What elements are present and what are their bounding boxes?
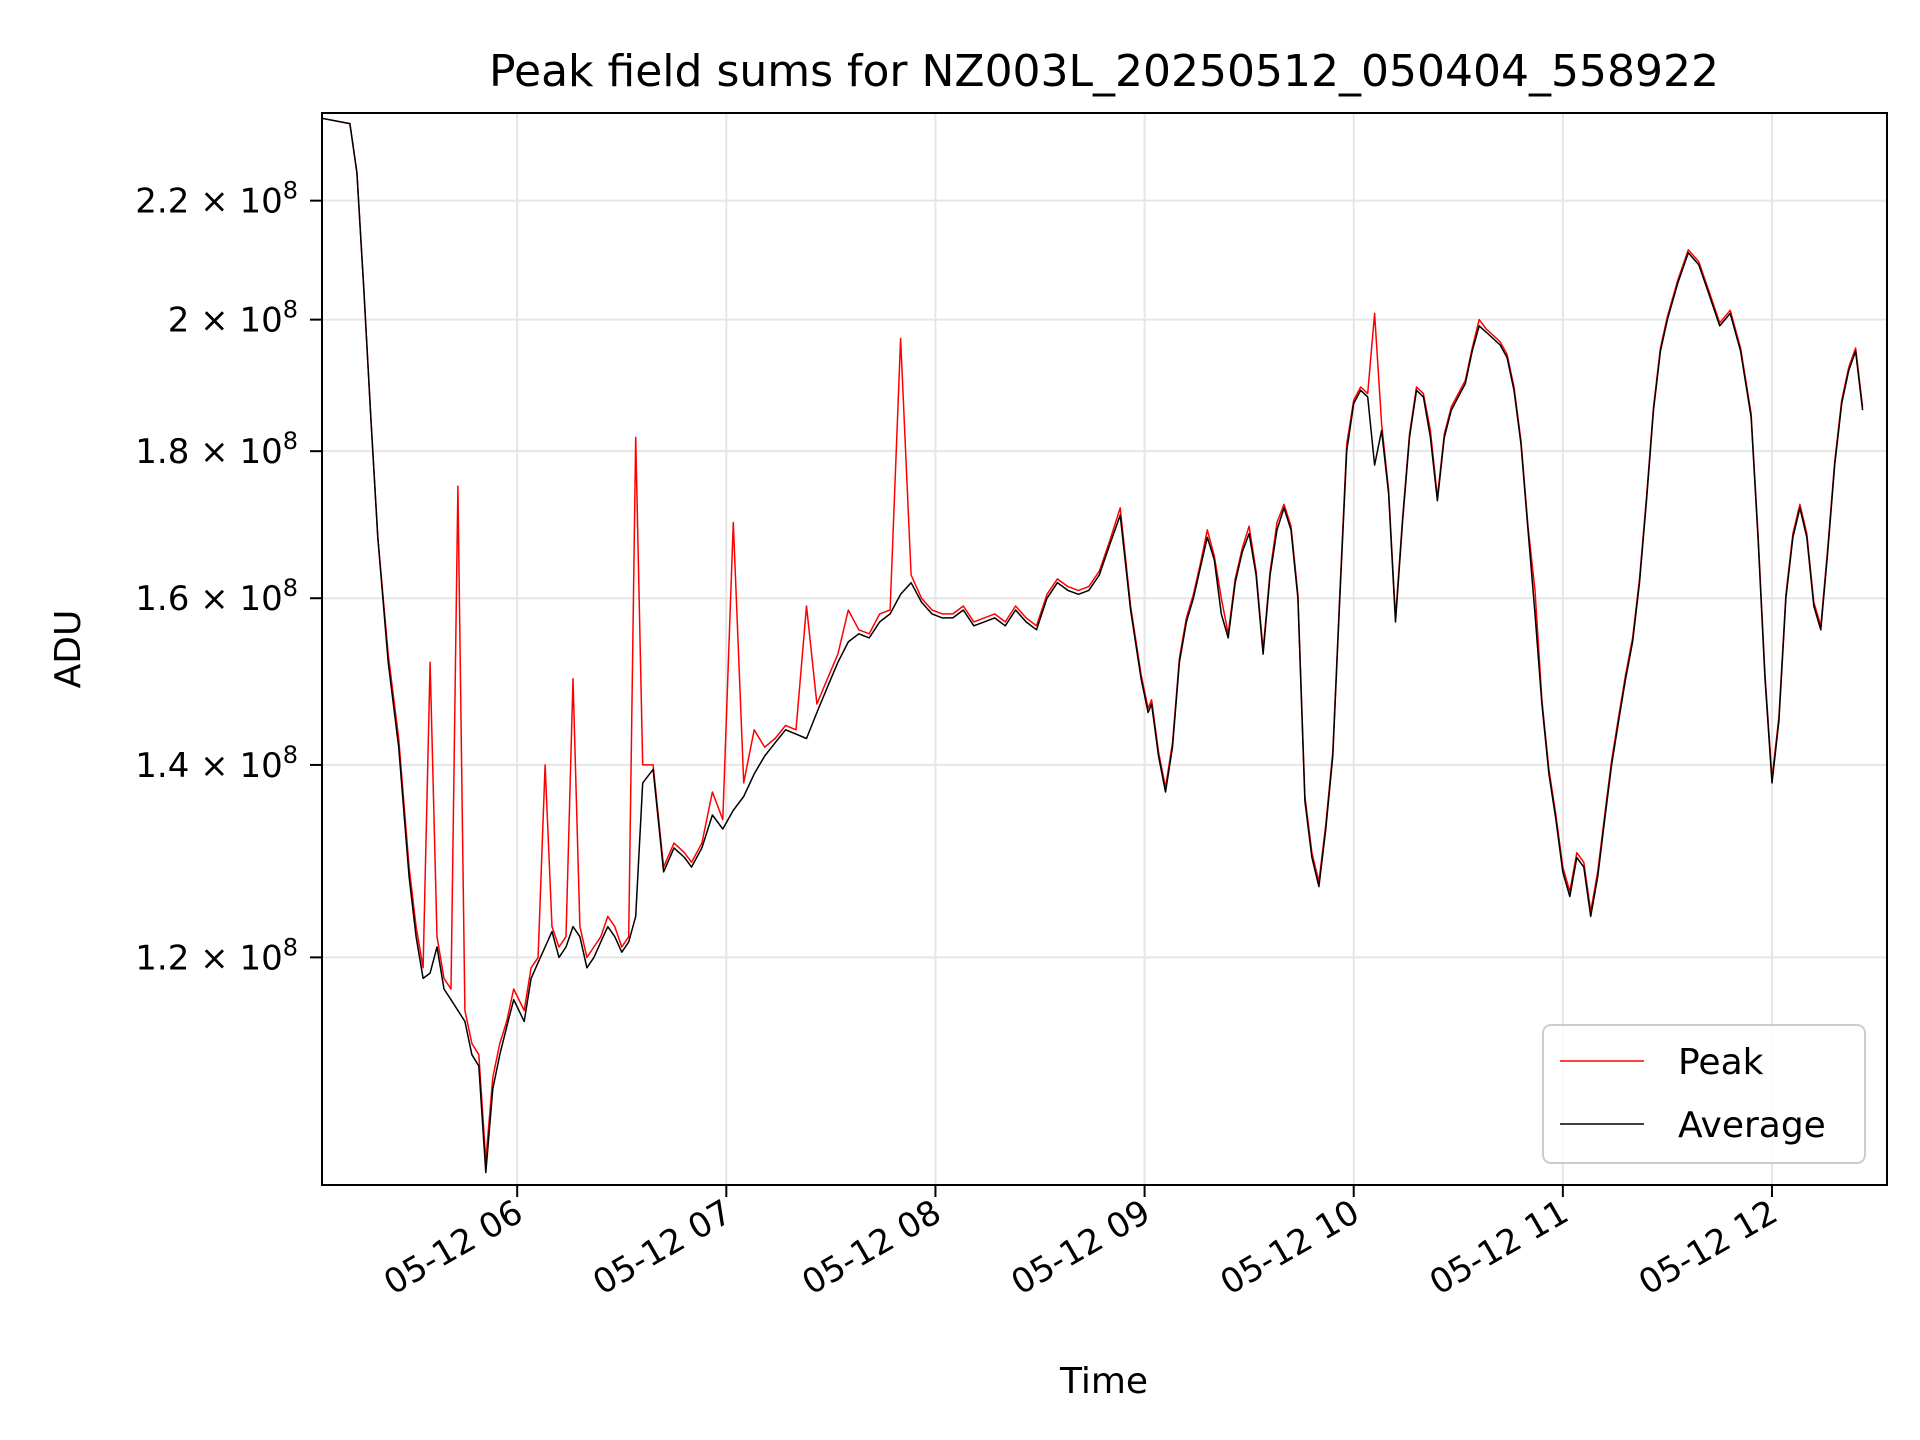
y-tick-label: 1.8 × 108 [135, 427, 298, 472]
grid [322, 113, 1887, 1185]
series-layer [321, 117, 1864, 1174]
legend-average-label: Average [1678, 1105, 1826, 1146]
y-tick-label: 2 × 108 [168, 296, 298, 341]
plot-frame [321, 112, 1888, 1186]
y-tick-label: 2.2 × 108 [135, 177, 298, 222]
y-tick-label: 1.6 × 108 [135, 574, 298, 619]
legend-box [1542, 1024, 1866, 1164]
y-tick-label: 1.4 × 108 [135, 741, 298, 786]
average-series-line [321, 117, 1864, 1174]
legend: Peak Average [1542, 1024, 1866, 1164]
chart-title: Peak field sums for NZ003L_20250512_0504… [489, 46, 1719, 97]
x-axis-label: Time [1059, 1361, 1148, 1402]
y-tick-label: 1.2 × 108 [135, 933, 298, 978]
legend-peak-label: Peak [1678, 1042, 1764, 1083]
y-axis-label: ADU [48, 610, 89, 689]
